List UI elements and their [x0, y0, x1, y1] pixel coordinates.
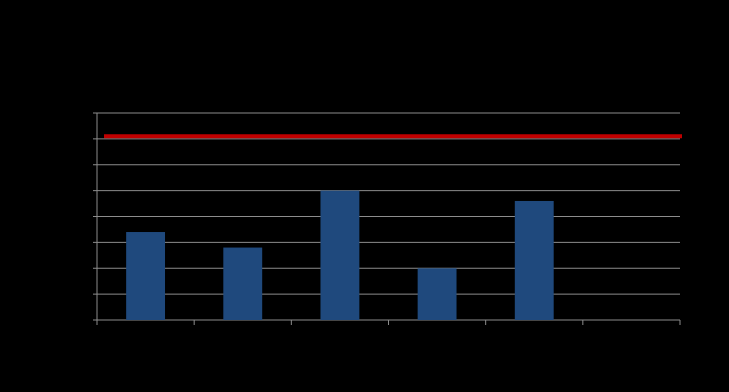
bar: [514, 200, 554, 320]
bar: [223, 247, 263, 320]
bar: [417, 268, 457, 320]
bar: [126, 232, 166, 320]
bar: [320, 190, 360, 320]
